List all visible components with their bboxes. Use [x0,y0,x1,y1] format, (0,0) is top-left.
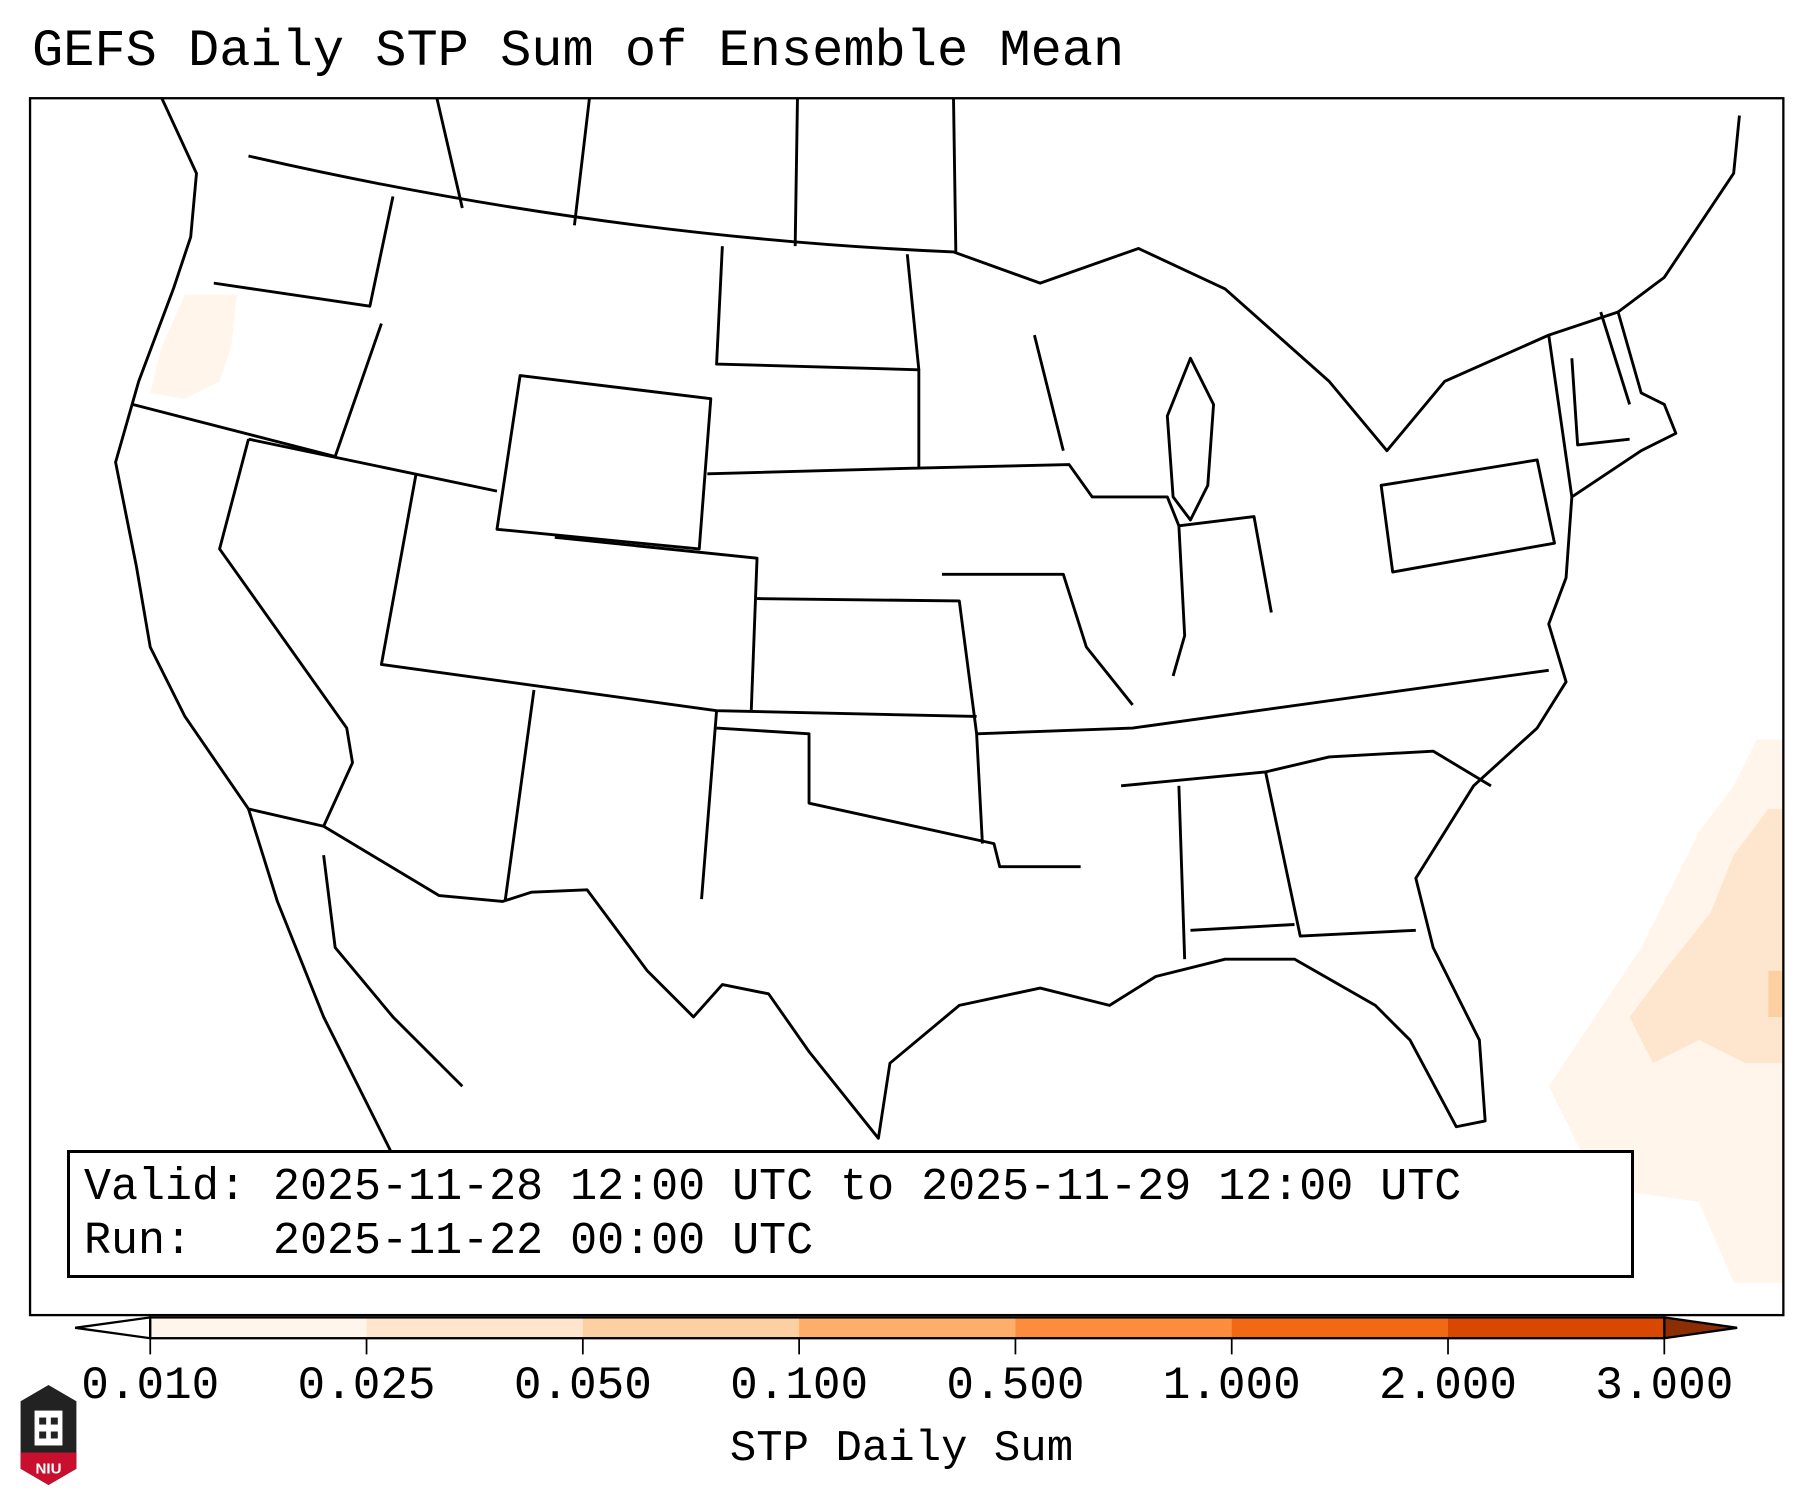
chart-title: GEFS Daily STP Sum of Ensemble Mean [32,22,1125,81]
colorbar-tick-label: 1.000 [1162,1360,1301,1412]
run-value: 2025-11-22 00:00 UTC [273,1216,814,1267]
colorbar-tick-label: 2.000 [1378,1360,1518,1412]
canada-border [248,154,1619,453]
colorbar-segment [1015,1317,1233,1339]
stp-shading [150,294,1784,1283]
colorbar-over-arrow [1663,1316,1738,1340]
run-label: Run: [84,1216,193,1267]
shade-atlantic-high [1768,970,1784,1017]
coastline-conus [114,97,1741,1140]
niu-logo: NIU [20,1385,77,1485]
shade-atlantic-mid [1629,808,1784,1064]
map-frame [28,97,1785,1317]
shade-west-coast [150,294,237,399]
colorbar-tick-label: 0.100 [730,1360,869,1412]
lake-michigan [1165,356,1216,522]
svg-text:NIU: NIU [35,1460,61,1477]
colorbar-under-arrow [74,1316,152,1340]
colorbar [74,1316,1738,1355]
valid-value: 2025-11-28 12:00 UTC to 2025-11-29 12:00… [273,1162,1462,1213]
colorbar-segment [799,1317,1017,1339]
baja-coast [247,808,464,1157]
colorbar-segment [1231,1317,1449,1339]
colorbar-tick-label: 3.000 [1595,1360,1734,1412]
colorbar-label: STP Daily Sum [729,1424,1074,1474]
colorbar-outline [149,1316,1666,1340]
colorbar-segment [582,1317,800,1339]
colorbar-segment [366,1317,584,1339]
valid-run-box: Valid: 2025-11-28 12:00 UTC to 2025-11-2… [67,1150,1634,1278]
colorbar-segment [150,1317,368,1339]
valid-label: Valid: [84,1162,247,1213]
colorbar-tick-label: 0.500 [946,1360,1085,1412]
colorbar-segment [1448,1317,1665,1339]
colorbar-tick-label: 0.010 [81,1360,220,1412]
state-boundaries [114,97,1741,1157]
colorbar-tick-label: 0.050 [513,1360,652,1412]
colorbar-tick-label: 0.025 [297,1360,436,1412]
